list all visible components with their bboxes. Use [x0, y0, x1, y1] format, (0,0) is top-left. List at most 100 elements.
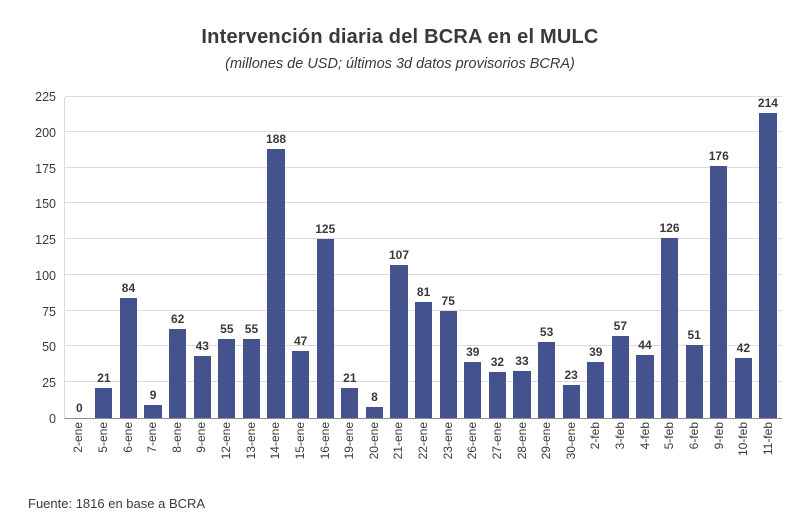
bar-value-label: 53 [539, 325, 554, 340]
x-tick-label: 2-feb [588, 422, 603, 450]
bar-slot: 44 [633, 97, 658, 418]
x-tick: 21-ene [386, 422, 411, 480]
x-tick-label: 11-feb [760, 422, 775, 456]
x-tick: 6-ene [115, 422, 140, 480]
x-tick-label: 16-ene [317, 422, 332, 460]
x-tick: 2-ene [66, 422, 91, 480]
x-tick-label: 12-ene [219, 422, 234, 460]
bar-slot: 33 [510, 97, 535, 418]
bar-slot: 39 [583, 97, 608, 418]
y-tick-label: 100 [35, 268, 56, 283]
bars: 0 21 84 9 62 43 55 55 188 47 125 21 8 107 81 75 39 32 33 53… [65, 97, 782, 418]
bar-slot: 55 [239, 97, 264, 418]
x-tick: 11-feb [756, 422, 781, 480]
x-tick: 12-ene [214, 422, 239, 480]
x-tick: 30-ene [559, 422, 584, 480]
bar-value-label: 214 [757, 96, 778, 110]
bar [488, 372, 506, 418]
x-tick-label: 22-ene [416, 422, 431, 460]
bar-value-label: 55 [220, 322, 234, 337]
bar [144, 405, 162, 418]
chart-title: Intervención diaria del BCRA en el MULC [201, 26, 599, 48]
x-tick: 19-ene [337, 422, 362, 480]
bar-slot: 55 [215, 97, 240, 418]
x-tick: 14-ene [263, 422, 288, 480]
x-tick: 20-ene [362, 422, 387, 480]
bar-value-label: 47 [293, 333, 308, 348]
gridline [65, 130, 782, 132]
y-tick-label: 25 [42, 376, 56, 391]
bar-value-label: 33 [515, 353, 529, 368]
bar [636, 355, 654, 418]
bar-slot: 188 [264, 97, 289, 418]
bar [193, 356, 211, 418]
x-tick-label: 4-feb [637, 422, 652, 450]
bar [95, 387, 113, 418]
bar-slot: 126 [657, 97, 682, 418]
x-tick-label: 13-ene [243, 422, 258, 460]
y-tick-label: 75 [42, 304, 56, 319]
bar [660, 237, 679, 418]
bar-slot: 107 [387, 97, 412, 418]
bar-slot: 0 [67, 97, 92, 418]
chart-subtitle: (millones de USD; últimos 3d datos provi… [225, 56, 575, 72]
x-tick-label: 26-ene [465, 422, 480, 460]
bar [513, 370, 531, 418]
y-tick-label: 50 [42, 340, 56, 355]
bar [562, 385, 580, 418]
bar [464, 362, 482, 418]
bar-value-label: 125 [315, 222, 336, 237]
bar-value-label: 43 [195, 339, 209, 354]
y-tick-label: 150 [35, 197, 56, 212]
x-tick: 27-ene [485, 422, 510, 480]
bar-value-label: 188 [266, 131, 287, 146]
x-axis: 2-ene 5-ene 6-ene 7-ene 8-ene 9-ene 12-ene 13-e… [64, 422, 782, 480]
bar-slot: 8 [362, 97, 387, 418]
x-tick-label: 20-ene [366, 422, 381, 460]
bar [267, 148, 285, 418]
bar-value-label: 44 [638, 338, 652, 353]
x-tick-label: 5-ene [95, 422, 110, 453]
gridline [65, 96, 782, 97]
bar-value-label: 9 [149, 388, 157, 403]
x-tick: 16-ene [312, 422, 337, 480]
x-tick-label: 9-ene [194, 422, 209, 453]
x-tick-label: 6-feb [686, 422, 701, 450]
x-tick-label: 8-ene [169, 422, 184, 453]
y-tick-label: 225 [35, 90, 56, 104]
x-tick-label: 15-ene [292, 422, 307, 460]
x-tick-label: 23-ene [440, 422, 455, 460]
x-tick-label: 27-ene [489, 422, 504, 460]
bar [119, 297, 138, 418]
x-tick-label: 28-ene [514, 422, 529, 460]
y-tick-label: 0 [49, 412, 56, 426]
bar [710, 166, 728, 418]
gridline [65, 273, 782, 275]
bar-slot: 23 [559, 97, 584, 418]
bar [537, 342, 556, 418]
bar [587, 362, 605, 418]
bar-value-label: 21 [97, 370, 111, 385]
bar-slot: 75 [436, 97, 461, 418]
bar-value-label: 62 [170, 312, 185, 327]
x-tick-label: 5-feb [662, 422, 677, 450]
x-tick: 6-feb [682, 422, 707, 480]
bar-slot: 176 [706, 97, 731, 418]
bar-value-label: 32 [490, 355, 505, 370]
x-tick-label: 21-ene [391, 422, 406, 460]
bar-slot: 42 [731, 97, 756, 418]
bar-slot: 81 [411, 97, 436, 418]
x-tick-label: 7-ene [145, 422, 160, 453]
bar [316, 239, 334, 418]
bar-slot: 51 [682, 97, 707, 418]
source-note: Fuente: 1816 en base a BCRA [28, 496, 206, 511]
bar-slot: 32 [485, 97, 510, 418]
bar-value-label: 126 [659, 220, 680, 235]
x-tick: 9-feb [706, 422, 731, 480]
bar-slot: 53 [534, 97, 559, 418]
bar-value-label: 39 [466, 345, 480, 360]
bar-value-label: 42 [736, 340, 750, 355]
bar-slot: 43 [190, 97, 215, 418]
gridline [65, 202, 782, 204]
